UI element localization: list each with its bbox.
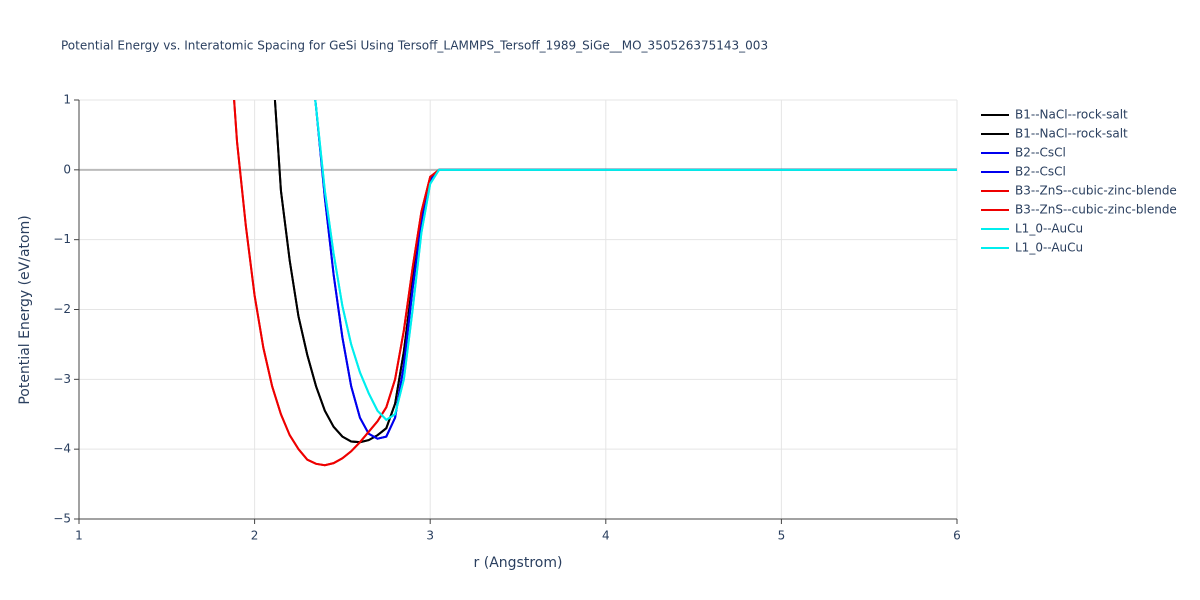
- y-axis-label: Potential Energy (eV/atom): [17, 215, 33, 404]
- x-tick-label: 4: [602, 529, 610, 543]
- y-tick-label: 1: [63, 93, 71, 107]
- legend-label: B1--NaCl--rock-salt: [1015, 108, 1128, 122]
- chart-title: Potential Energy vs. Interatomic Spacing…: [61, 39, 768, 53]
- legend-label: B1--NaCl--rock-salt: [1015, 127, 1128, 141]
- series-line: [273, 100, 957, 444]
- x-tick-label: 1: [75, 529, 83, 543]
- legend: B1--NaCl--rock-salt B1--NaCl--rock-salt B2…: [981, 108, 1177, 255]
- series-line: [273, 100, 957, 444]
- series-line: [233, 100, 957, 467]
- y-tick-label: −1: [53, 232, 71, 246]
- legend-label: L1_0--AuCu: [1015, 241, 1083, 255]
- plot-area: [233, 100, 957, 467]
- grid: 1 2 3 4 5 6 −5 −4 −3 −2 −1 0 1: [53, 93, 961, 543]
- legend-label: L1_0--AuCu: [1015, 222, 1083, 236]
- legend-label: B2--CsCl: [1015, 165, 1066, 179]
- y-tick-label: −4: [53, 442, 71, 456]
- x-tick-label: 6: [953, 529, 961, 543]
- y-tick-label: 0: [63, 162, 71, 176]
- x-axis-label: r (Angstrom): [474, 555, 563, 571]
- y-tick-label: −2: [53, 302, 71, 316]
- x-tick-label: 2: [251, 529, 259, 543]
- y-tick-label: −3: [53, 372, 71, 386]
- legend-label: B2--CsCl: [1015, 146, 1066, 160]
- series-line: [233, 100, 957, 467]
- legend-label: B3--ZnS--cubic-zinc-blende: [1015, 203, 1177, 217]
- series-line: [314, 100, 957, 422]
- y-tick-label: −5: [53, 512, 71, 526]
- x-tick-label: 5: [778, 529, 786, 543]
- legend-label: B3--ZnS--cubic-zinc-blende: [1015, 184, 1177, 198]
- x-tick-label: 3: [426, 529, 434, 543]
